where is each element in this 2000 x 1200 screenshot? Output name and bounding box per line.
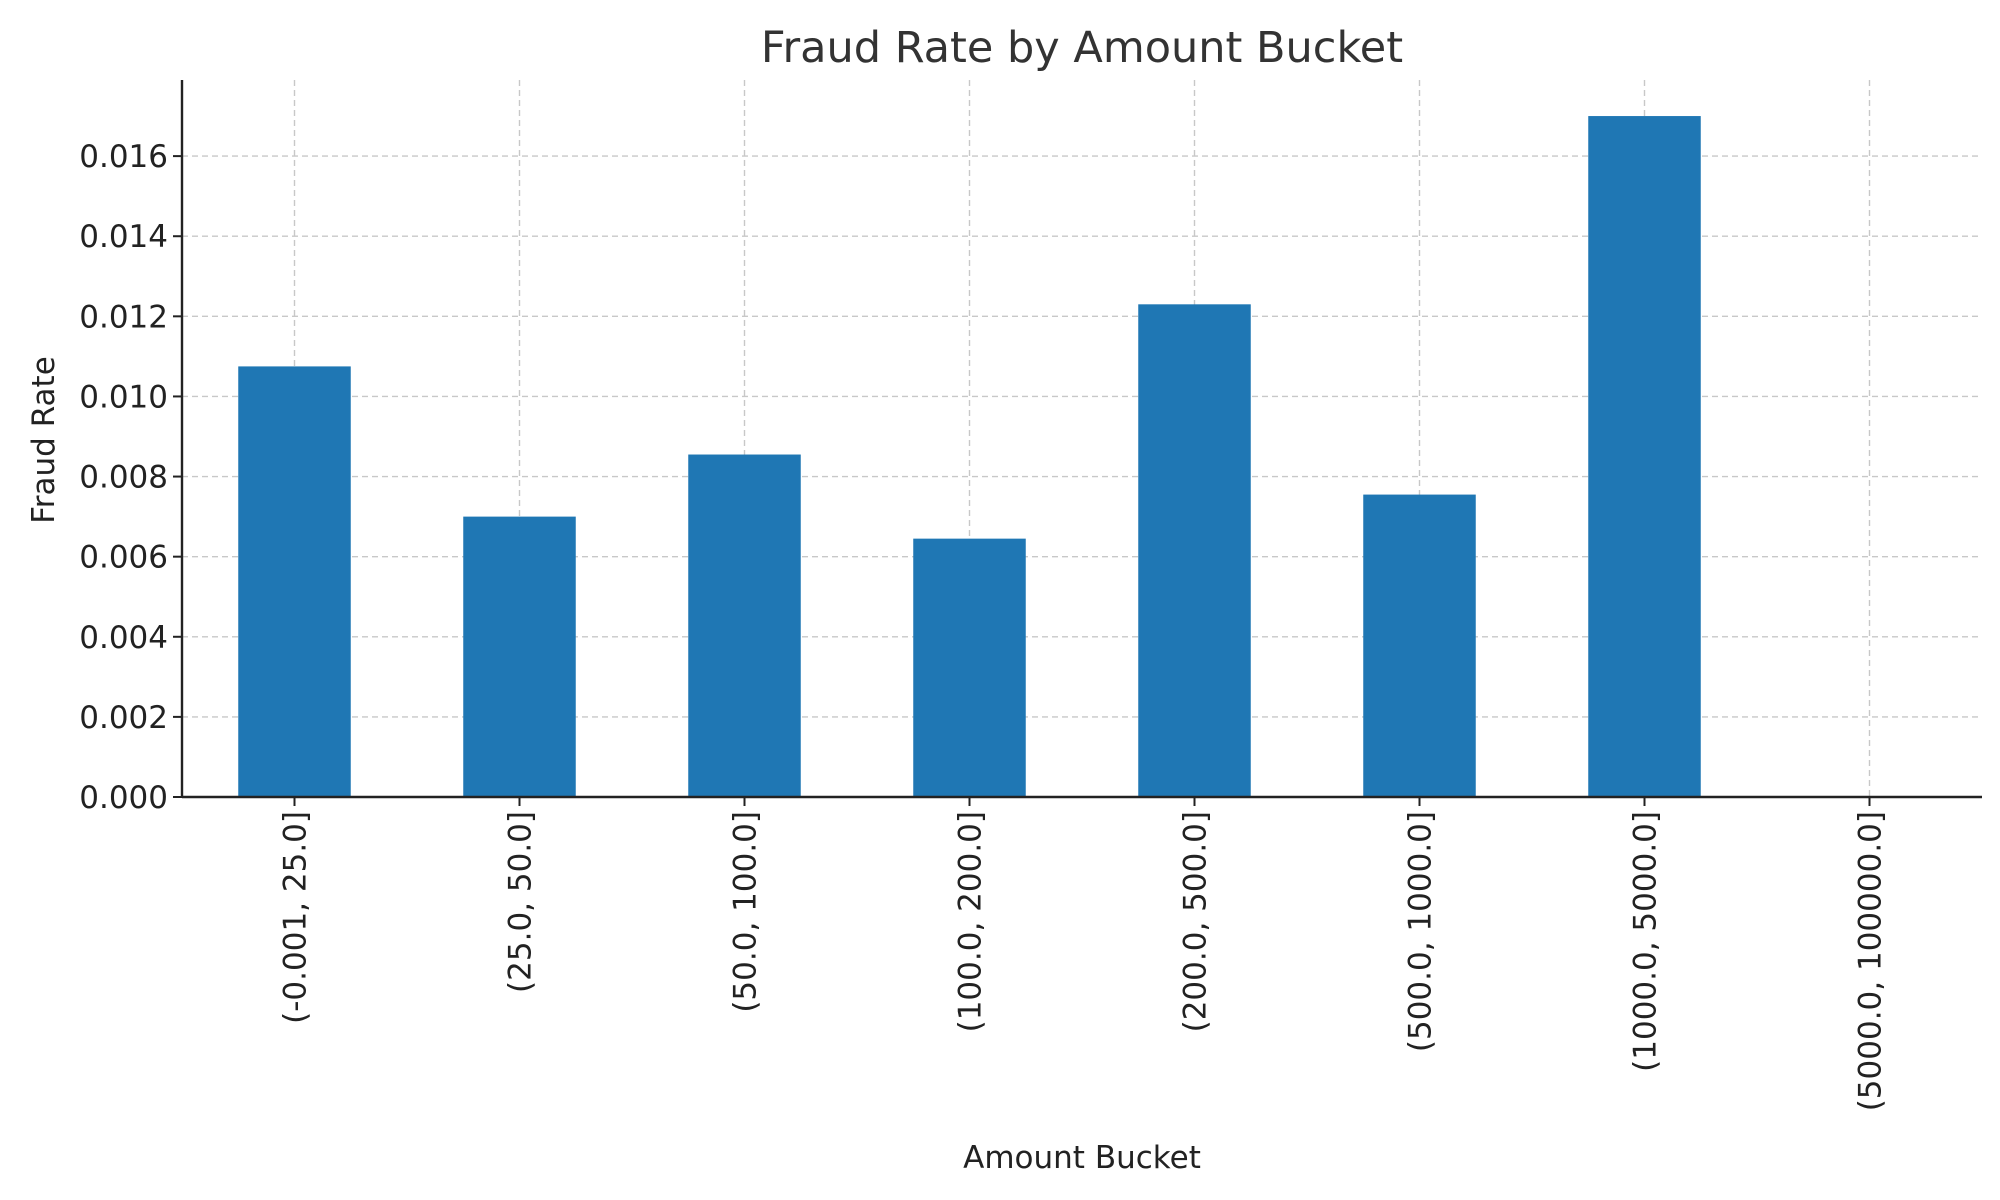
bar-series (238, 116, 1701, 797)
y-tick-label: 0.004 (79, 620, 168, 656)
x-tick-label: (50.0, 100.0] (728, 811, 764, 1013)
bar (238, 366, 351, 797)
y-tick-label: 0.002 (79, 700, 168, 736)
y-tick-labels: 0.000 0.002 0.004 0.006 0.008 0.010 0.012 0.014… (79, 139, 168, 816)
bar (1588, 116, 1701, 797)
x-tick-label: (1000.0, 5000.0] (1628, 811, 1664, 1072)
bar (913, 538, 1026, 797)
x-tick-labels: (-0.001, 25.0] (25.0, 50.0] (50.0, 100.0] (… (278, 811, 1889, 1111)
bar (463, 516, 576, 797)
bar (1138, 304, 1251, 797)
x-axis-label: Amount Bucket (963, 1140, 1201, 1176)
y-tick-label: 0.008 (79, 460, 168, 496)
y-tick-label: 0.012 (79, 299, 168, 335)
axes (173, 80, 1982, 806)
bar (688, 454, 801, 797)
y-axis-label: Fraud Rate (26, 356, 62, 524)
y-tick-label: 0.016 (79, 139, 168, 175)
x-tick-label: (-0.001, 25.0] (278, 811, 314, 1024)
x-tick-label: (100.0, 200.0] (953, 811, 989, 1032)
y-tick-label: 0.006 (79, 540, 168, 576)
y-tick-label: 0.014 (79, 219, 168, 255)
x-tick-label: (500.0, 1000.0] (1403, 811, 1439, 1052)
grid-lines (182, 80, 1982, 798)
y-tick-label: 0.010 (79, 379, 168, 415)
chart-title: Fraud Rate by Amount Bucket (761, 23, 1403, 73)
x-tick-label: (200.0, 500.0] (1178, 811, 1214, 1032)
y-tick-label: 0.000 (79, 780, 168, 816)
x-tick-label: (25.0, 50.0] (503, 811, 539, 993)
x-tick-label: (5000.0, 100000.0] (1853, 811, 1889, 1111)
bar (1363, 494, 1476, 797)
